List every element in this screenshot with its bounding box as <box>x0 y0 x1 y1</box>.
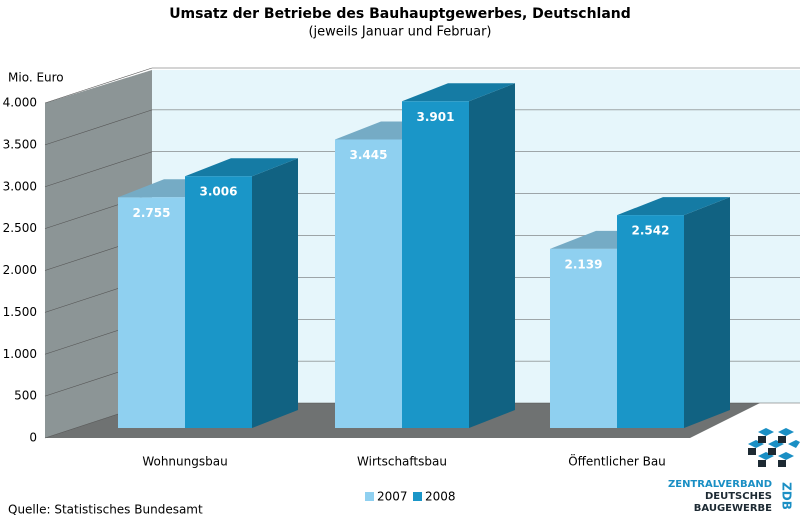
legend-label: 2008 <box>425 490 456 504</box>
y-tick-label: 3.000 <box>3 179 37 193</box>
y-tick-label: 0 <box>29 431 37 445</box>
y-axis-label: Mio. Euro <box>8 71 64 85</box>
grid-line <box>44 67 153 104</box>
chart-subtitle: (jeweils Januar und Februar) <box>308 25 491 40</box>
grid-line <box>44 109 153 146</box>
bar <box>335 139 402 428</box>
logo: ZENTRALVERBAND DEUTSCHES BAUGEWERBE ZDB <box>668 428 800 514</box>
bar <box>118 197 185 428</box>
x-tick-label: Wirtschaftsbau <box>357 455 447 469</box>
bar <box>550 248 617 428</box>
bar <box>617 215 684 428</box>
value-label: 3.901 <box>417 110 455 124</box>
chart-title: Umsatz der Betriebe des Bauhauptgewerbes… <box>169 6 631 22</box>
value-label: 3.006 <box>200 185 238 199</box>
bar-top <box>402 83 515 102</box>
logo-cubes <box>748 428 800 460</box>
bar-side <box>252 158 298 428</box>
bar <box>185 176 252 428</box>
y-tick-label: 500 <box>14 389 37 403</box>
grid-line <box>44 151 153 188</box>
x-tick-label: Wohnungsbau <box>142 455 227 469</box>
value-label: 2.755 <box>133 206 171 220</box>
bar-side <box>684 197 730 428</box>
y-tick-label: 3.500 <box>3 137 37 151</box>
y-tick-label: 4.000 <box>3 96 37 110</box>
source: Quelle: Statistisches Bundesamt <box>8 503 203 517</box>
logo-mark: ZDB <box>780 482 794 510</box>
logo-cubes-dark <box>748 436 786 467</box>
value-label: 2.139 <box>565 257 603 271</box>
bar-top <box>185 158 298 177</box>
value-label: 3.445 <box>350 148 388 162</box>
y-tick-label: 1.000 <box>3 347 37 361</box>
legend-swatch <box>365 492 374 501</box>
bar <box>402 101 469 428</box>
logo-text: BAUGEWERBE <box>694 503 772 514</box>
y-tick-label: 2.000 <box>3 263 37 277</box>
bar-top <box>617 197 730 216</box>
y-tick-label: 2.500 <box>3 221 37 235</box>
x-tick-label: Öffentlicher Bau <box>568 453 666 469</box>
bar-side <box>469 83 515 428</box>
legend-label: 2007 <box>377 490 408 504</box>
logo-text: ZENTRALVERBAND <box>668 479 772 490</box>
legend-swatch <box>413 492 422 501</box>
logo-text: DEUTSCHES <box>705 491 772 502</box>
value-label: 2.542 <box>632 224 670 238</box>
y-tick-label: 1.500 <box>3 305 37 319</box>
